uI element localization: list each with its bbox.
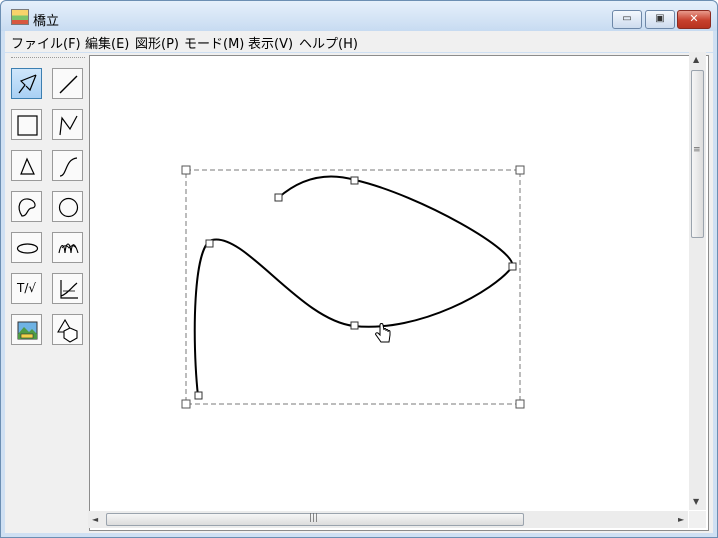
control-point[interactable] <box>350 176 359 185</box>
hand-cursor-icon <box>375 323 391 343</box>
menu-file[interactable]: ファイル(F) <box>11 37 81 52</box>
text-formula-label: T/√ <box>16 281 37 295</box>
menu-mode[interactable]: モード(M) <box>184 37 245 52</box>
maximize-button[interactable]: ▣ <box>645 10 675 29</box>
tool-curve-button[interactable] <box>52 150 83 181</box>
shapes-icon <box>57 318 78 343</box>
client-area: T/√ <box>5 53 713 533</box>
tool-shapes-button[interactable] <box>52 314 83 345</box>
tool-graph-button[interactable] <box>52 273 83 304</box>
curve-icon <box>59 157 78 177</box>
scroll-right-icon[interactable]: ► <box>678 515 685 524</box>
tool-rectangle-button[interactable] <box>11 109 42 140</box>
selection-handle[interactable] <box>515 399 525 409</box>
title-bar: 橋立 ▭ ▣ ✕ <box>1 1 717 31</box>
ellipse-icon <box>16 243 39 254</box>
tool-polyline-button[interactable] <box>52 109 83 140</box>
scroll-down-icon[interactable]: ▼ <box>693 497 700 506</box>
tool-image-button[interactable] <box>11 314 42 345</box>
tool-triangle-button[interactable] <box>11 150 42 181</box>
control-point[interactable] <box>350 321 359 330</box>
control-point[interactable] <box>205 239 214 248</box>
tool-ellipse-button[interactable] <box>11 232 42 263</box>
tool-text-formula-button[interactable]: T/√ <box>11 273 42 304</box>
circle-icon <box>58 197 79 218</box>
drawing-canvas-frame <box>89 55 709 531</box>
menu-edit[interactable]: 編集(E) <box>85 37 130 52</box>
selection-box <box>185 169 521 405</box>
control-point[interactable] <box>194 391 203 400</box>
selection-handle[interactable] <box>181 165 191 175</box>
vertical-scroll-thumb[interactable]: ≡ <box>691 70 704 238</box>
tool-circle-button[interactable] <box>52 191 83 222</box>
tool-closed-curve-button[interactable] <box>11 191 42 222</box>
menu-shape[interactable]: 図形(P) <box>135 37 179 52</box>
horizontal-scroll-thumb[interactable]: ||| <box>106 513 524 526</box>
tool-spiral-button[interactable] <box>52 232 83 263</box>
polyline-icon <box>59 115 78 136</box>
closed-curve-icon <box>18 198 36 217</box>
grip-icon: ≡ <box>693 145 701 155</box>
menu-bar: ファイル(F) 編集(E) 図形(P) モード(M) 表示(V) ヘルプ(H) <box>5 31 713 52</box>
selection-handle[interactable] <box>181 399 191 409</box>
select-arrow-icon <box>18 74 37 94</box>
minimize-icon: ▭ <box>622 13 632 24</box>
spiral-icon <box>58 243 79 254</box>
spline-curve[interactable] <box>193 175 514 397</box>
graph-icon <box>60 280 78 299</box>
maximize-icon: ▣ <box>655 13 665 24</box>
control-point[interactable] <box>274 193 283 202</box>
app-icon[interactable] <box>11 9 29 25</box>
scroll-up-icon[interactable]: ▲ <box>693 55 700 64</box>
window-title: 橋立 <box>33 14 60 29</box>
rectangle-icon <box>17 115 38 136</box>
tool-select-button[interactable] <box>11 68 42 99</box>
grip-icon: ||| <box>309 513 319 523</box>
image-icon <box>17 321 38 340</box>
scroll-left-icon[interactable]: ◄ <box>92 515 99 524</box>
close-button[interactable]: ✕ <box>677 10 711 29</box>
close-icon: ✕ <box>689 12 699 25</box>
triangle-icon <box>20 157 35 175</box>
line-icon <box>59 75 78 94</box>
selection-handle[interactable] <box>515 165 525 175</box>
control-point[interactable] <box>508 262 517 271</box>
scroll-corner <box>689 511 706 528</box>
menu-view[interactable]: 表示(V) <box>248 37 294 52</box>
tool-line-button[interactable] <box>52 68 83 99</box>
toolbox: T/√ <box>5 55 89 531</box>
toolbox-grip[interactable] <box>11 57 85 60</box>
minimize-button[interactable]: ▭ <box>612 10 642 29</box>
menu-help[interactable]: ヘルプ(H) <box>299 37 358 52</box>
